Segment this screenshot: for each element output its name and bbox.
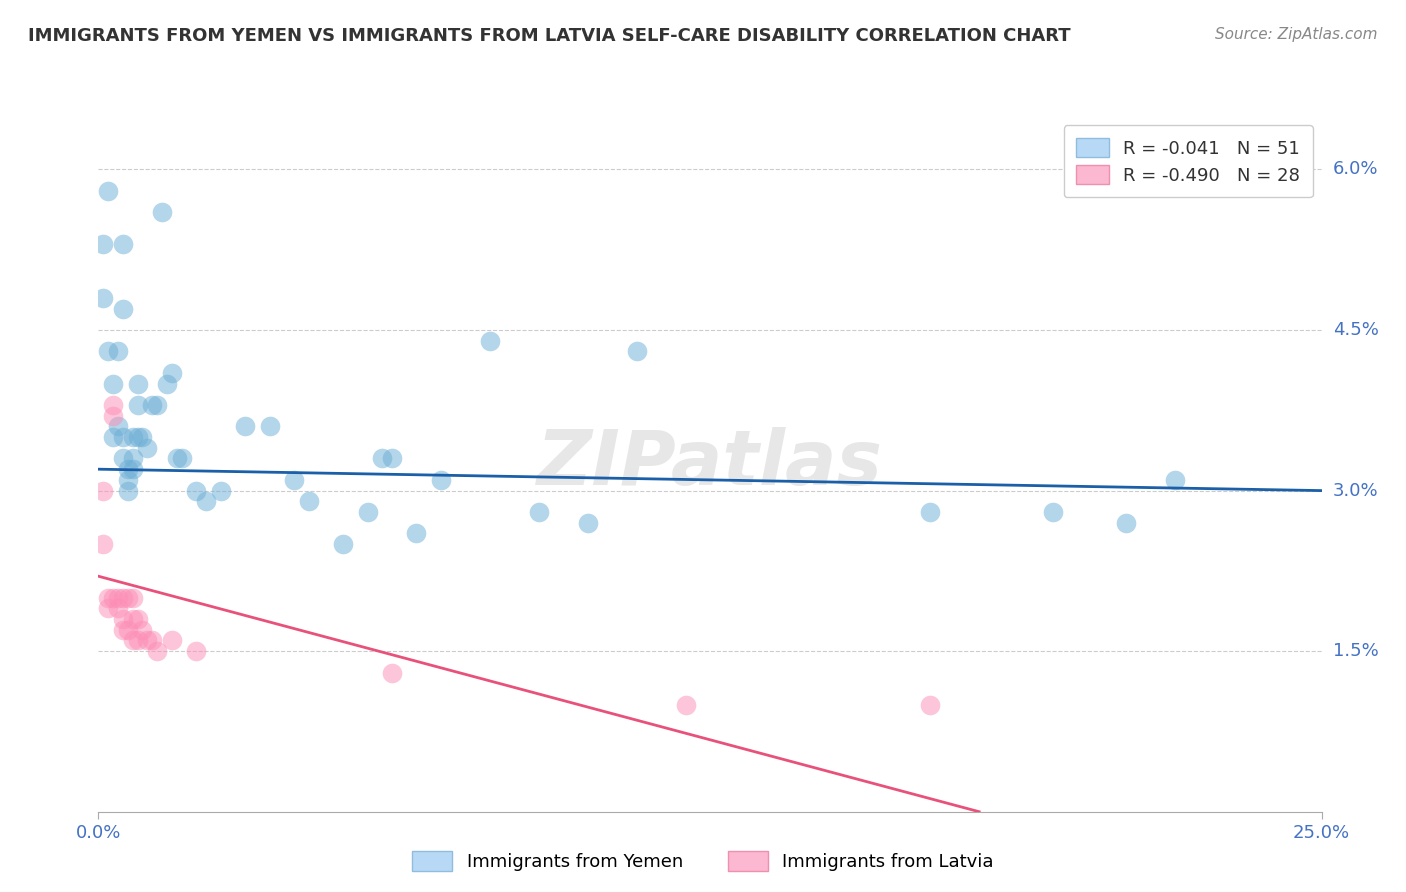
- Point: [121, 430, 143, 444]
- Point: [91, 483, 114, 498]
- Point: [170, 451, 193, 466]
- Point: [111, 301, 134, 316]
- Point: [233, 419, 256, 434]
- Point: [91, 291, 114, 305]
- Text: ZIPatlas: ZIPatlas: [537, 427, 883, 500]
- Point: [1115, 516, 1137, 530]
- Point: [141, 633, 163, 648]
- Point: [101, 591, 124, 605]
- Text: IMMIGRANTS FROM YEMEN VS IMMIGRANTS FROM LATVIA SELF-CARE DISABILITY CORRELATION: IMMIGRANTS FROM YEMEN VS IMMIGRANTS FROM…: [28, 27, 1071, 45]
- Legend: Immigrants from Yemen, Immigrants from Latvia: Immigrants from Yemen, Immigrants from L…: [405, 844, 1001, 879]
- Point: [478, 334, 501, 348]
- Point: [107, 344, 129, 359]
- Point: [91, 237, 114, 252]
- Point: [117, 591, 139, 605]
- Point: [160, 366, 183, 380]
- Point: [97, 184, 120, 198]
- Point: [127, 633, 149, 648]
- Point: [381, 451, 404, 466]
- Point: [107, 419, 129, 434]
- Point: [332, 537, 354, 551]
- Point: [576, 516, 599, 530]
- Point: [127, 376, 149, 391]
- Point: [209, 483, 232, 498]
- Point: [127, 430, 149, 444]
- Point: [356, 505, 378, 519]
- Point: [131, 623, 153, 637]
- Point: [166, 451, 188, 466]
- Point: [97, 591, 120, 605]
- Point: [430, 473, 453, 487]
- Point: [381, 665, 404, 680]
- Point: [283, 473, 305, 487]
- Point: [131, 430, 153, 444]
- Point: [156, 376, 179, 391]
- Point: [371, 451, 394, 466]
- Point: [405, 526, 427, 541]
- Point: [141, 398, 163, 412]
- Point: [107, 601, 129, 615]
- Point: [186, 644, 208, 658]
- Point: [111, 591, 134, 605]
- Point: [920, 505, 942, 519]
- Point: [259, 419, 281, 434]
- Point: [101, 409, 124, 423]
- Point: [117, 483, 139, 498]
- Point: [117, 623, 139, 637]
- Point: [121, 451, 143, 466]
- Point: [146, 644, 169, 658]
- Text: Source: ZipAtlas.com: Source: ZipAtlas.com: [1215, 27, 1378, 42]
- Point: [136, 633, 159, 648]
- Point: [117, 462, 139, 476]
- Point: [195, 494, 218, 508]
- Point: [121, 591, 143, 605]
- Point: [117, 473, 139, 487]
- Point: [626, 344, 648, 359]
- Point: [160, 633, 183, 648]
- Point: [111, 451, 134, 466]
- Point: [97, 344, 120, 359]
- Point: [101, 376, 124, 391]
- Point: [101, 398, 124, 412]
- Point: [527, 505, 550, 519]
- Point: [121, 612, 143, 626]
- Point: [136, 441, 159, 455]
- Point: [121, 633, 143, 648]
- Point: [111, 237, 134, 252]
- Point: [675, 698, 697, 712]
- Point: [1164, 473, 1187, 487]
- Text: 6.0%: 6.0%: [1333, 161, 1378, 178]
- Point: [298, 494, 321, 508]
- Text: 3.0%: 3.0%: [1333, 482, 1378, 500]
- Point: [150, 205, 173, 219]
- Point: [101, 430, 124, 444]
- Text: 4.5%: 4.5%: [1333, 321, 1379, 339]
- Text: 1.5%: 1.5%: [1333, 642, 1378, 660]
- Point: [97, 601, 120, 615]
- Point: [121, 462, 143, 476]
- Point: [111, 623, 134, 637]
- Point: [127, 398, 149, 412]
- Point: [1042, 505, 1064, 519]
- Point: [920, 698, 942, 712]
- Point: [111, 430, 134, 444]
- Point: [186, 483, 208, 498]
- Legend: R = -0.041   N = 51, R = -0.490   N = 28: R = -0.041 N = 51, R = -0.490 N = 28: [1063, 125, 1313, 197]
- Point: [91, 537, 114, 551]
- Point: [127, 612, 149, 626]
- Point: [107, 591, 129, 605]
- Point: [146, 398, 169, 412]
- Point: [111, 612, 134, 626]
